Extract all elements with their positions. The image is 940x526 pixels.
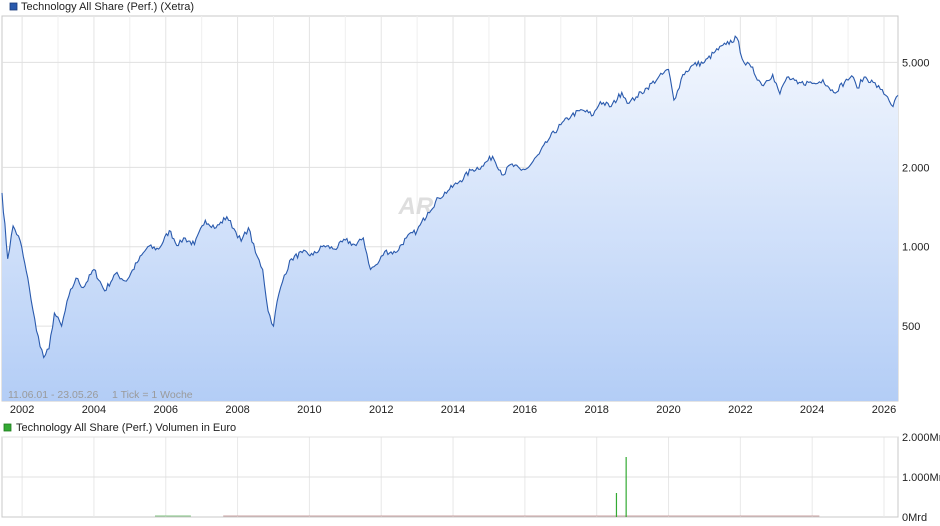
price-y-tick-label: 1.000 [902,242,930,254]
price-legend-swatch [9,2,18,11]
price-x-tick-label: 2012 [369,404,393,416]
volume-y-tick-label: 0Mrd [902,512,927,524]
price-x-tick-label: 2004 [82,404,106,416]
volume-chart-title: Technology All Share (Perf.) Volumen in … [16,422,236,434]
price-line [1,35,899,359]
volume-chart: Technology All Share (Perf.) Volumen in … [1,422,940,524]
price-x-tick-label: 2016 [513,404,537,416]
price-y-axis: 500 1.000 2.000 5.000 [902,57,930,333]
price-chart: Technology All Share (Perf.) (Xetra) ARI… [1,1,930,416]
price-x-tick-label: 2026 [872,404,896,416]
price-x-tick-label: 2010 [297,404,321,416]
volume-y-axis: 0Mrd 1.000Mrd 2.000Mrd [902,432,940,524]
volume-bars [154,457,820,517]
price-y-tick-label: 500 [902,321,920,333]
price-x-axis: 2002 2004 2006 2008 2010 2012 2014 2016 2018 2020… [10,404,896,416]
price-x-tick-label: 2022 [728,404,752,416]
volume-y-tick-label: 1.000Mrd [902,472,940,484]
volume-legend-swatch [3,423,12,432]
volume-y-tick-label: 2.000Mrd [902,432,940,444]
price-x-tick-label: 2006 [154,404,178,416]
price-area-fill [2,36,898,401]
price-chart-title: Technology All Share (Perf.) (Xetra) [21,1,194,13]
price-x-tick-label: 2018 [584,404,608,416]
date-range-label: 11.06.01 - 23.05.26 [8,389,98,401]
price-x-tick-label: 2020 [656,404,680,416]
price-x-tick-label: 2014 [441,404,465,416]
price-y-tick-label: 5.000 [902,57,930,69]
price-x-tick-label: 2024 [800,404,824,416]
volume-grid [2,436,898,517]
price-x-tick-label: 2002 [10,404,34,416]
price-y-tick-label: 2.000 [902,162,930,174]
tick-info-label: 1 Tick = 1 Woche [112,389,193,401]
price-x-tick-label: 2008 [225,404,249,416]
